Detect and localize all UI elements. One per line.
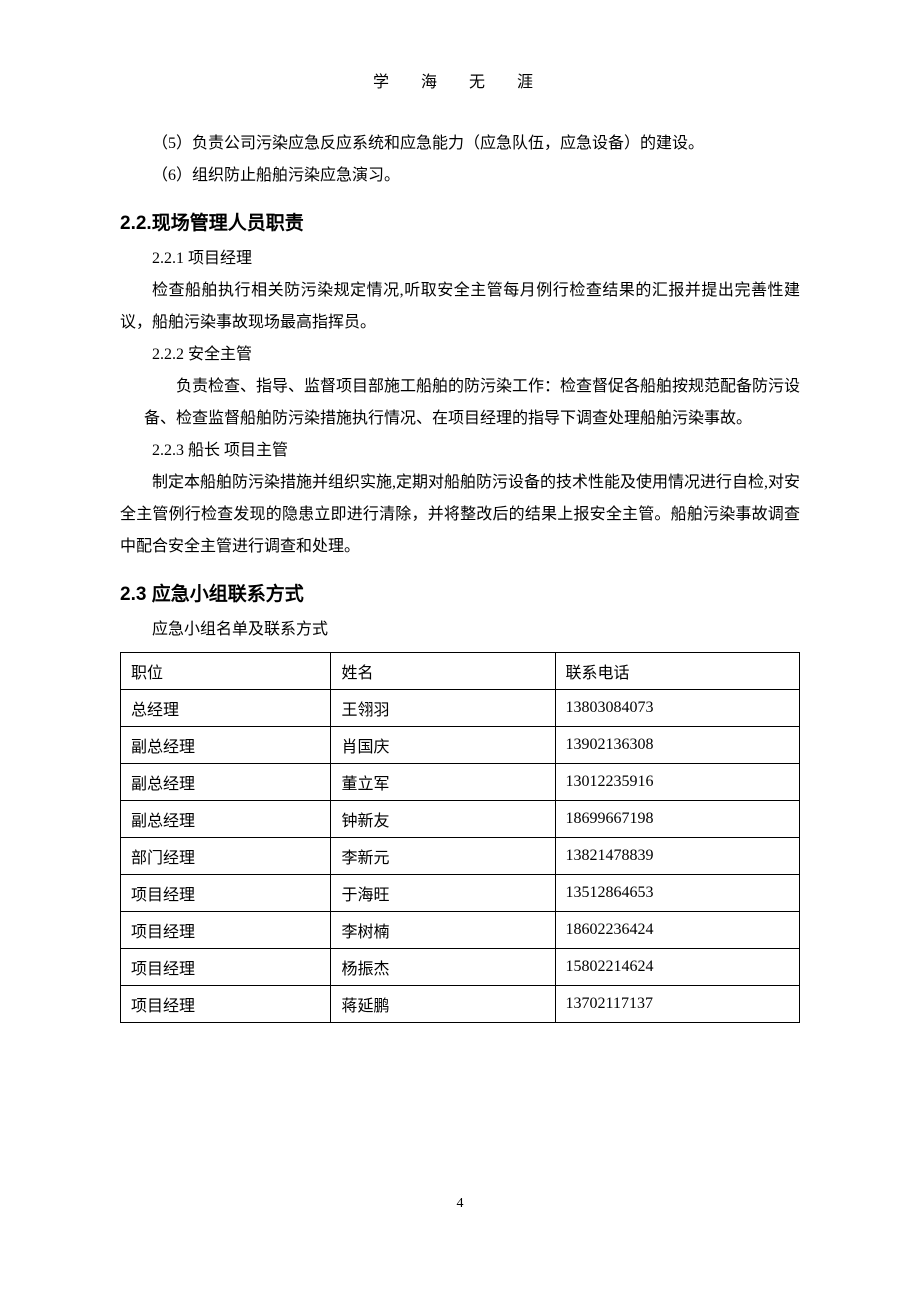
table-cell: 副总经理 (121, 801, 331, 838)
table-cell: 13803084073 (555, 690, 799, 727)
sub-2-2-2-block: 负责检查、指导、监督项目部施工船舶的防污染工作：检查督促各船舶按规范配备防污设备… (120, 371, 800, 435)
sub-2-2-2-heading: 2.2.2 安全主管 (120, 339, 800, 371)
table-header-cell: 姓名 (331, 653, 555, 690)
table-cell: 13012235916 (555, 764, 799, 801)
table-cell: 副总经理 (121, 727, 331, 764)
table-cell: 杨振杰 (331, 949, 555, 986)
table-cell: 部门经理 (121, 838, 331, 875)
table-row: 项目经理 杨振杰 15802214624 (121, 949, 800, 986)
table-cell: 肖国庆 (331, 727, 555, 764)
table-row: 项目经理 于海旺 13512864653 (121, 875, 800, 912)
table-header-cell: 联系电话 (555, 653, 799, 690)
page-number: 4 (0, 1196, 920, 1212)
table-caption: 应急小组名单及联系方式 (120, 614, 800, 646)
table-header-cell: 职位 (121, 653, 331, 690)
sub-2-2-1-heading: 2.2.1 项目经理 (120, 243, 800, 275)
sub-2-2-3-heading: 2.2.3 船长 项目主管 (120, 435, 800, 467)
paragraph-5: （5）负责公司污染应急反应系统和应急能力（应急队伍，应急设备）的建设。 (120, 128, 800, 160)
sub-2-2-2-body: 负责检查、指导、监督项目部施工船舶的防污染工作：检查督促各船舶按规范配备防污设备… (144, 371, 800, 435)
table-row: 副总经理 肖国庆 13902136308 (121, 727, 800, 764)
table-row: 项目经理 蒋延鹏 13702117137 (121, 986, 800, 1023)
table-cell: 项目经理 (121, 949, 331, 986)
table-cell: 13902136308 (555, 727, 799, 764)
contact-table: 职位 姓名 联系电话 总经理 王翎羽 13803084073 副总经理 肖国庆 … (120, 652, 800, 1023)
table-cell: 王翎羽 (331, 690, 555, 727)
page-header: 学 海 无 涯 (120, 68, 800, 92)
table-row: 部门经理 李新元 13821478839 (121, 838, 800, 875)
sub-2-2-3-body: 制定本船舶防污染措施并组织实施,定期对船舶防污设备的技术性能及使用情况进行自检,… (120, 467, 800, 563)
table-cell: 18699667198 (555, 801, 799, 838)
page-container: 学 海 无 涯 （5）负责公司污染应急反应系统和应急能力（应急队伍，应急设备）的… (0, 0, 920, 1023)
table-row: 项目经理 李树楠 18602236424 (121, 912, 800, 949)
table-cell: 项目经理 (121, 875, 331, 912)
table-row: 总经理 王翎羽 13803084073 (121, 690, 800, 727)
section-2-2-heading: 2.2.现场管理人员职责 (120, 208, 800, 235)
table-cell: 副总经理 (121, 764, 331, 801)
table-cell: 董立军 (331, 764, 555, 801)
table-cell: 钟新友 (331, 801, 555, 838)
table-cell: 李新元 (331, 838, 555, 875)
table-cell: 总经理 (121, 690, 331, 727)
table-cell: 蒋延鹏 (331, 986, 555, 1023)
sub-2-2-1-body: 检查船舶执行相关防污染规定情况,听取安全主管每月例行检查结果的汇报并提出完善性建… (120, 275, 800, 339)
paragraph-6: （6）组织防止船舶污染应急演习。 (120, 160, 800, 192)
table-cell: 于海旺 (331, 875, 555, 912)
section-2-3-heading: 2.3 应急小组联系方式 (120, 579, 800, 606)
table-cell: 李树楠 (331, 912, 555, 949)
table-row: 副总经理 董立军 13012235916 (121, 764, 800, 801)
table-cell: 13702117137 (555, 986, 799, 1023)
table-cell: 项目经理 (121, 912, 331, 949)
table-row: 副总经理 钟新友 18699667198 (121, 801, 800, 838)
table-cell: 15802214624 (555, 949, 799, 986)
table-cell: 13821478839 (555, 838, 799, 875)
table-cell: 18602236424 (555, 912, 799, 949)
table-cell: 13512864653 (555, 875, 799, 912)
table-header-row: 职位 姓名 联系电话 (121, 653, 800, 690)
table-cell: 项目经理 (121, 986, 331, 1023)
